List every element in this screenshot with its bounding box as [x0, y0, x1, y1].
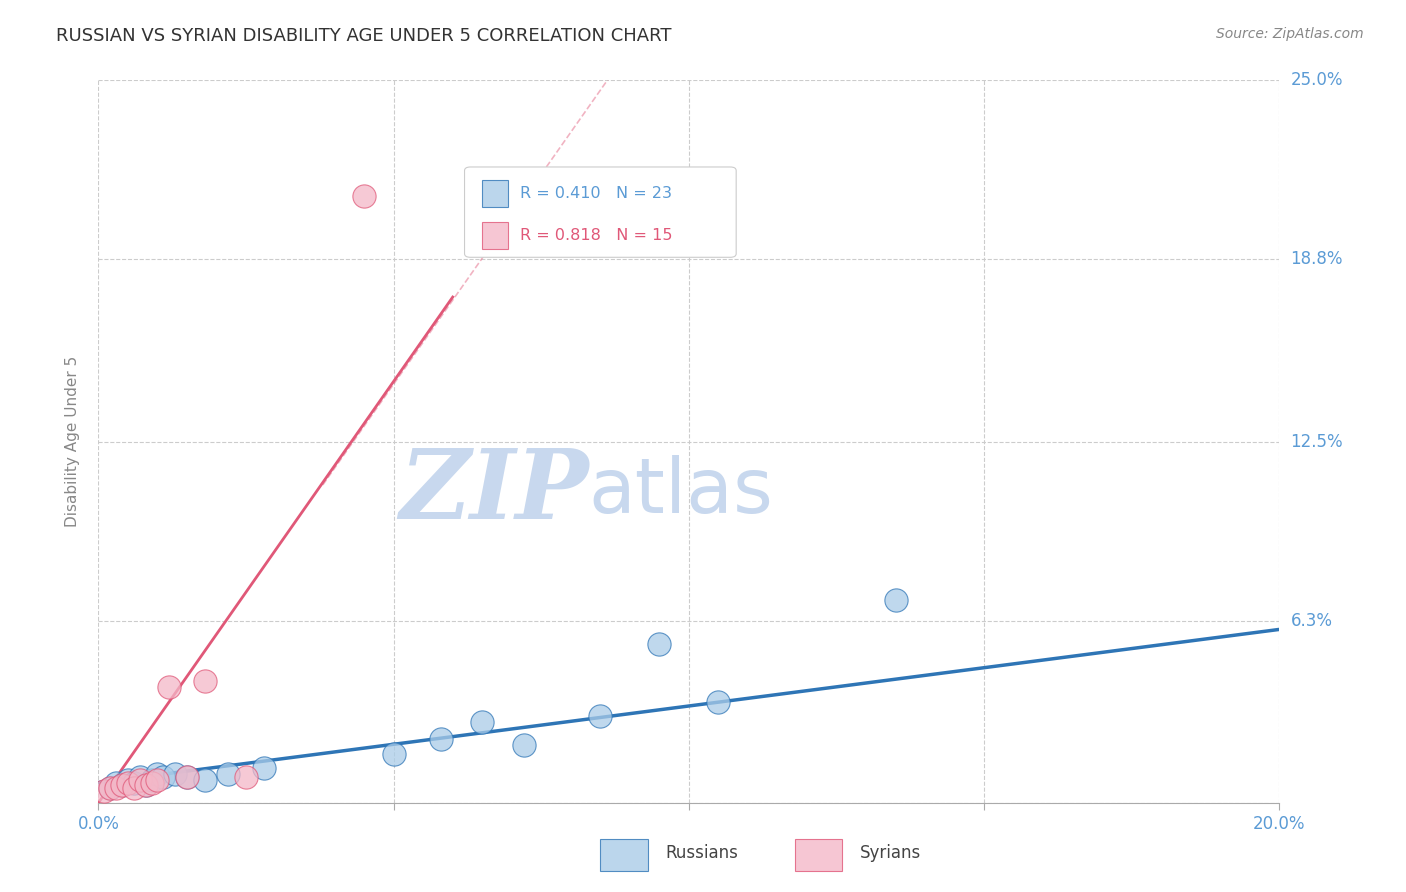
Y-axis label: Disability Age Under 5: Disability Age Under 5: [65, 356, 80, 527]
Point: [117, 775, 139, 789]
Point: [122, 775, 145, 789]
Point: [135, 779, 157, 793]
Text: RUSSIAN VS SYRIAN DISABILITY AGE UNDER 5 CORRELATION CHART: RUSSIAN VS SYRIAN DISABILITY AGE UNDER 5…: [56, 27, 672, 45]
Point: [353, 189, 375, 203]
Point: [430, 732, 453, 747]
Point: [98, 781, 121, 796]
Point: [235, 770, 257, 784]
Point: [135, 779, 157, 793]
Text: 18.8%: 18.8%: [1291, 251, 1343, 268]
FancyBboxPatch shape: [600, 838, 648, 871]
Point: [253, 761, 276, 775]
Point: [128, 772, 150, 787]
Text: 12.5%: 12.5%: [1291, 433, 1343, 450]
Text: Russians: Russians: [665, 845, 738, 863]
Point: [157, 680, 180, 694]
Point: [648, 637, 671, 651]
Text: R = 0.410   N = 23: R = 0.410 N = 23: [520, 186, 672, 202]
Point: [152, 770, 174, 784]
Point: [122, 781, 145, 796]
Point: [111, 779, 134, 793]
Point: [128, 770, 150, 784]
Point: [176, 770, 198, 784]
Point: [98, 781, 121, 796]
Text: Source: ZipAtlas.com: Source: ZipAtlas.com: [1216, 27, 1364, 41]
Point: [141, 775, 163, 789]
Point: [105, 781, 128, 796]
Point: [93, 784, 115, 798]
FancyBboxPatch shape: [796, 838, 842, 871]
FancyBboxPatch shape: [464, 167, 737, 257]
Point: [141, 772, 163, 787]
Text: atlas: atlas: [589, 455, 773, 529]
Text: R = 0.818   N = 15: R = 0.818 N = 15: [520, 228, 672, 244]
Point: [105, 775, 128, 789]
Text: 25.0%: 25.0%: [1291, 71, 1343, 89]
Point: [146, 772, 169, 787]
Point: [512, 738, 534, 752]
Point: [471, 714, 494, 729]
Point: [589, 709, 612, 723]
FancyBboxPatch shape: [482, 222, 508, 250]
Point: [111, 779, 134, 793]
Point: [146, 767, 169, 781]
Text: ZIP: ZIP: [399, 445, 589, 539]
Point: [217, 767, 239, 781]
Point: [707, 695, 730, 709]
Point: [382, 747, 405, 761]
Point: [194, 674, 217, 689]
Point: [194, 772, 217, 787]
Point: [176, 770, 198, 784]
Text: 6.3%: 6.3%: [1291, 612, 1333, 630]
FancyBboxPatch shape: [482, 180, 508, 208]
Point: [884, 593, 907, 607]
Text: Syrians: Syrians: [860, 845, 921, 863]
Point: [165, 767, 187, 781]
Point: [117, 772, 139, 787]
